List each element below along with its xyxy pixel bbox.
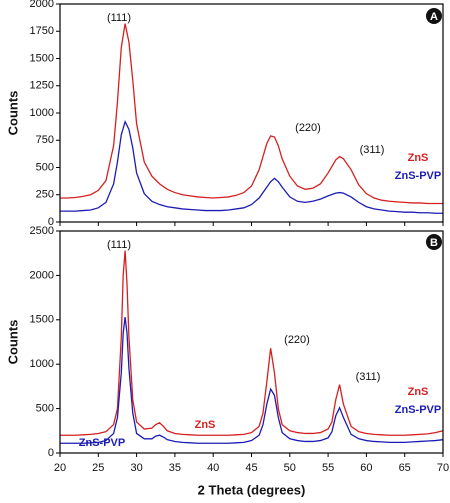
x-tick-label: 70 [437,462,449,474]
x-tick-label: 35 [169,462,181,474]
panel-badge [426,234,442,250]
annotation: (311) [360,144,385,156]
legend-label: ZnS [408,386,429,398]
annotation: (220) [284,334,310,346]
data-line [60,317,444,444]
legend-label: ZnS-PVP [395,404,441,416]
y-tick-label: 0 [48,447,54,459]
annotation: (111) [107,12,131,24]
data-line [60,119,443,214]
x-tick-label: 55 [322,462,334,474]
data-line [60,23,443,205]
annotation: ZnS-PVP [79,437,125,449]
panel-label: B [430,237,438,249]
x-tick-label: 30 [130,462,142,474]
y-tick-label: 1000 [30,107,54,119]
panel-label: A [430,11,438,23]
y-tick-label: 1500 [30,314,54,326]
annotation: (220) [295,122,321,134]
x-tick-label: 40 [207,462,219,474]
data-line [60,250,444,436]
y-tick-label: 1500 [30,52,54,64]
y-tick-label: 500 [36,403,54,415]
y-tick-label: 500 [36,161,54,173]
y-tick-label: 250 [36,189,54,201]
y-tick-label: 1750 [30,25,54,37]
annotation: (311) [356,371,381,383]
legend-label: ZnS [408,152,429,164]
x-axis-title: 2 Theta (degrees) [198,482,306,497]
annotation: ZnS [195,419,216,431]
y-tick-label: 1000 [30,358,54,370]
legend-label: ZnS-PVP [395,170,441,182]
y-axis-title: Counts [5,320,20,365]
x-tick-label: 45 [245,462,257,474]
y-tick-label: 1250 [30,80,54,92]
x-tick-label: 25 [92,462,104,474]
panel-badge [426,8,442,24]
x-tick-label: 60 [360,462,372,474]
y-tick-label: 2000 [30,269,54,281]
x-tick-label: 50 [284,462,296,474]
x-tick-label: 65 [399,462,411,474]
y-tick-label: 0 [48,216,54,228]
y-tick-label: 2500 [30,225,54,237]
y-axis-title: Counts [5,91,20,136]
x-tick-label: 20 [54,462,66,474]
y-tick-label: 2000 [30,0,54,10]
plot-frame [59,3,444,223]
annotation: (111) [107,239,131,251]
y-tick-label: 750 [36,134,54,146]
